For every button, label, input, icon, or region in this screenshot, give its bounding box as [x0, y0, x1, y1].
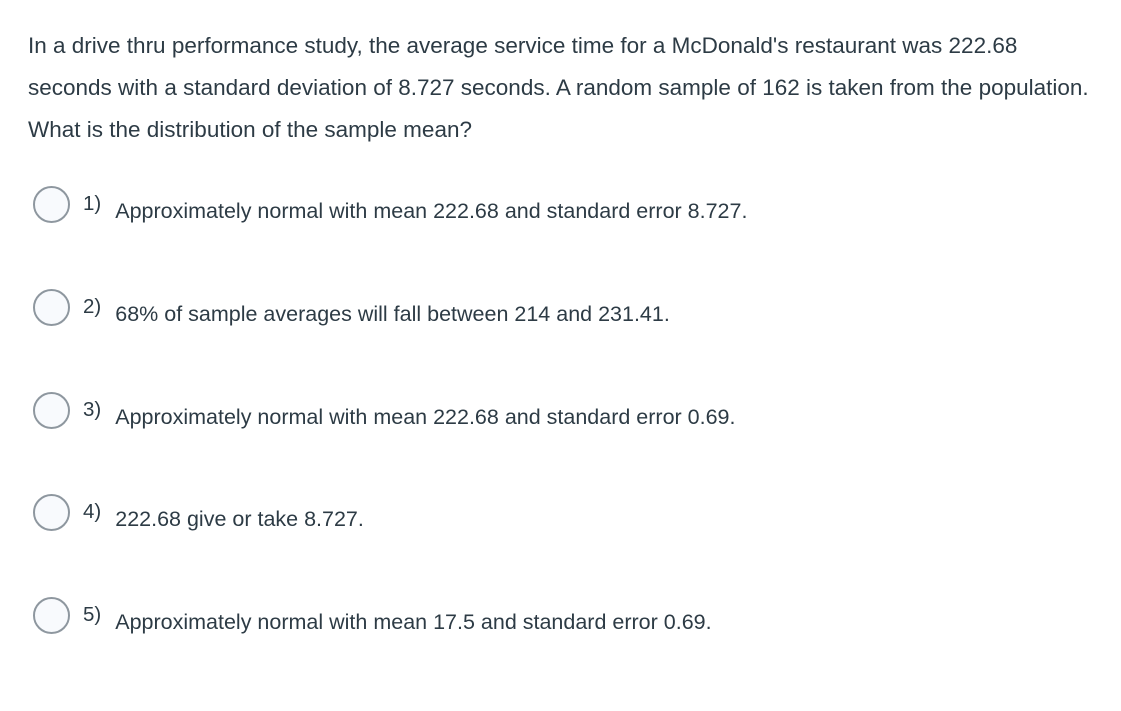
radio-button-icon[interactable]	[33, 597, 70, 635]
radio-button-icon[interactable]	[33, 391, 70, 429]
answer-option[interactable]: 2) 68% of sample averages will fall betw…	[33, 288, 1121, 328]
option-number: 5)	[83, 603, 102, 627]
radio-button-icon[interactable]	[33, 494, 70, 532]
answer-option[interactable]: 5) Approximately normal with mean 17.5 a…	[33, 597, 1121, 636]
answer-option[interactable]: 3) Approximately normal with mean 222.68…	[33, 391, 1121, 431]
radio-button-icon[interactable]	[33, 288, 70, 326]
option-text[interactable]: Approximately normal with mean 222.68 an…	[115, 199, 748, 223]
option-text[interactable]: Approximately normal with mean 222.68 an…	[115, 404, 736, 429]
question-text: In a drive thru performance study, the a…	[28, 33, 1089, 142]
option-number: 4)	[83, 500, 102, 524]
option-number: 2)	[83, 294, 102, 318]
option-text[interactable]: 222.68 give or take 8.727.	[115, 507, 364, 532]
option-text[interactable]: 68% of sample averages will fall between…	[115, 301, 670, 326]
answer-options-list: 1) Approximately normal with mean 222.68…	[0, 186, 1121, 636]
option-number: 1)	[83, 192, 102, 215]
option-text[interactable]: Approximately normal with mean 17.5 and …	[115, 610, 712, 635]
radio-button-icon[interactable]	[33, 186, 70, 223]
answer-option[interactable]: 1) Approximately normal with mean 222.68…	[33, 186, 1121, 225]
option-number: 3)	[83, 397, 102, 421]
answer-option[interactable]: 4) 222.68 give or take 8.727.	[33, 494, 1121, 533]
